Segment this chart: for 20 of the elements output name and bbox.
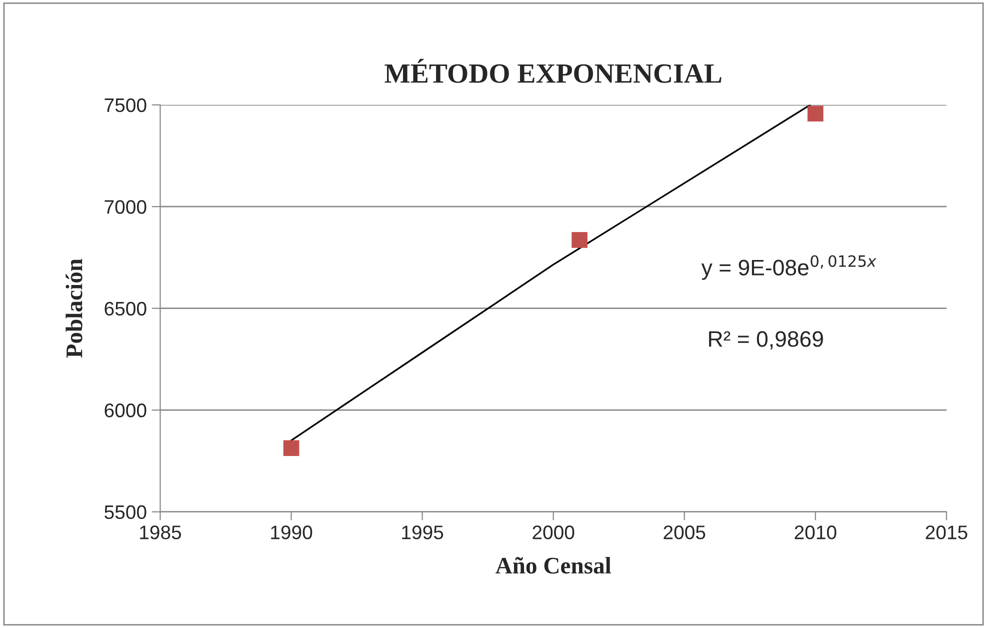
- annotation: R² = 0,9869: [709, 331, 823, 350]
- chart-title: MÉTODO EXPONENCIAL: [384, 58, 722, 83]
- y-tick-label: 5500: [104, 505, 146, 520]
- x-tick-label: 2010: [794, 526, 836, 540]
- y-tick-label: 7000: [104, 200, 146, 214]
- annotation: y = 9E-08e$^{0,0125x}$: [701, 255, 876, 280]
- x-tick-label: 1990: [271, 526, 312, 540]
- x-axis-title: Año Censal: [496, 556, 611, 574]
- x-tick-label: 2000: [532, 526, 574, 540]
- point: [572, 232, 588, 248]
- y-tick-label: 7500: [104, 98, 146, 112]
- point: [283, 440, 300, 456]
- x-tick-label: 1985: [140, 526, 182, 540]
- x-tick-label: 1995: [402, 526, 444, 540]
- y-axis-title: Población: [66, 258, 82, 358]
- x-tick-label: 2005: [664, 526, 706, 540]
- y-tick-label: 6500: [104, 302, 146, 316]
- point: [808, 106, 824, 122]
- y-tick-label: 6000: [104, 404, 146, 418]
- x-tick-label: 2015: [926, 526, 968, 540]
